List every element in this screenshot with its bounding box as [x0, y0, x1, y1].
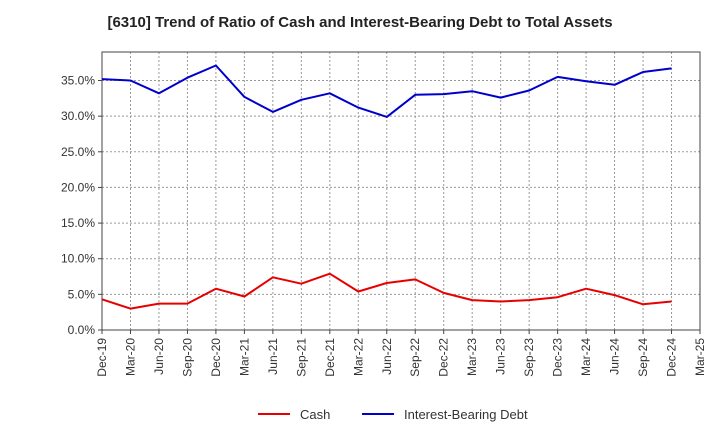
plot-frame — [101, 51, 701, 331]
x-tick-label: Sep-23 — [522, 338, 536, 377]
x-tick-label: Mar-20 — [123, 338, 137, 376]
x-tick-label: Dec-23 — [551, 338, 565, 377]
x-tick-label: Sep-24 — [636, 338, 650, 377]
y-tick-label: 10.0% — [61, 252, 95, 266]
series-line-interest-bearing-debt — [101, 64, 672, 118]
x-tick-label: Mar-21 — [237, 338, 251, 376]
x-tick-label: Dec-21 — [323, 338, 337, 377]
x-tick-label: Jun-23 — [494, 338, 508, 375]
y-tick-label: 25.0% — [61, 145, 95, 159]
y-tick-label: 20.0% — [61, 180, 95, 194]
x-tick-label: Sep-22 — [408, 338, 422, 377]
chart-title: [6310] Trend of Ratio of Cash and Intere… — [107, 14, 613, 31]
x-tick-label: Jun-20 — [152, 338, 166, 375]
series-line-cash — [101, 272, 672, 310]
x-tick-label: Sep-20 — [180, 338, 194, 377]
x-tick-label: Mar-23 — [465, 338, 479, 376]
x-tick-label: Mar-24 — [579, 338, 593, 376]
x-tick-label: Dec-19 — [95, 338, 109, 377]
x-tick-label: Jun-22 — [380, 338, 394, 375]
legend-item-interest-bearing-debt-label: Interest-Bearing Debt — [404, 407, 528, 422]
x-tick-label: Dec-24 — [665, 338, 679, 377]
x-tick-label: Mar-22 — [351, 338, 365, 376]
x-tick-label: Dec-20 — [209, 338, 223, 377]
x-tick-label: Sep-21 — [294, 338, 308, 377]
x-tick-label: Dec-22 — [437, 338, 451, 377]
y-tick-label: 35.0% — [61, 74, 95, 88]
y-tick-label: 15.0% — [61, 216, 95, 230]
x-tick-label: Jun-24 — [608, 338, 622, 375]
y-tick-label: 30.0% — [61, 109, 95, 123]
y-tick-label: 5.0% — [68, 287, 96, 301]
legend-item-cash-label: Cash — [300, 407, 330, 422]
x-tick-label: Jun-21 — [266, 338, 280, 375]
x-tick-label: Mar-25 — [693, 338, 707, 376]
y-tick-label: 0.0% — [68, 323, 96, 337]
